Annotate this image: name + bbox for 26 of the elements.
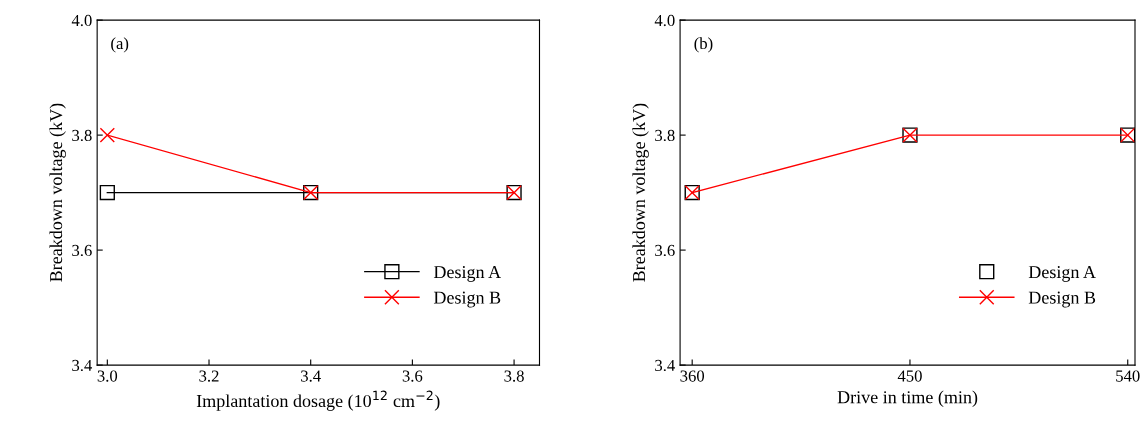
y-axis-title: Breakdown voltage (kV) [632, 103, 649, 282]
x-tick-label: 360 [680, 370, 705, 382]
y-tick-label: 3.4 [72, 359, 93, 372]
x-axis-title: Implantation dosage (10$^{12}$ cm$^{−2}$) [196, 390, 440, 411]
legend-label: Design B [1028, 291, 1096, 308]
x-tick-label: 3.0 [97, 370, 118, 382]
x-tick-label: 540 [1116, 370, 1140, 382]
x-tick-label: 3.2 [199, 370, 219, 382]
y-tick-label: 4.0 [654, 14, 675, 27]
annotation: (b) [694, 37, 713, 53]
y-axis-title: Breakdown voltage (kV) [49, 103, 66, 282]
y-tick-label: 3.6 [655, 244, 675, 257]
y-tick-label: 3.8 [72, 129, 92, 142]
legend-label: Design B [433, 291, 501, 308]
x-axis-title: Drive in time (min) [837, 390, 978, 407]
legend-label: Design A [433, 266, 501, 282]
annotation: (a) [111, 37, 129, 53]
x-tick-label: 450 [897, 370, 922, 382]
y-tick-label: 4.0 [71, 14, 92, 27]
x-tick-label: 3.8 [504, 370, 524, 382]
legend-label: Design A [1028, 266, 1096, 282]
y-tick-label: 3.8 [655, 129, 675, 142]
x-tick-label: 3.6 [402, 370, 423, 382]
x-tick-label: 3.4 [301, 370, 321, 382]
y-tick-label: 3.6 [72, 244, 92, 257]
y-tick-label: 3.4 [655, 359, 675, 372]
